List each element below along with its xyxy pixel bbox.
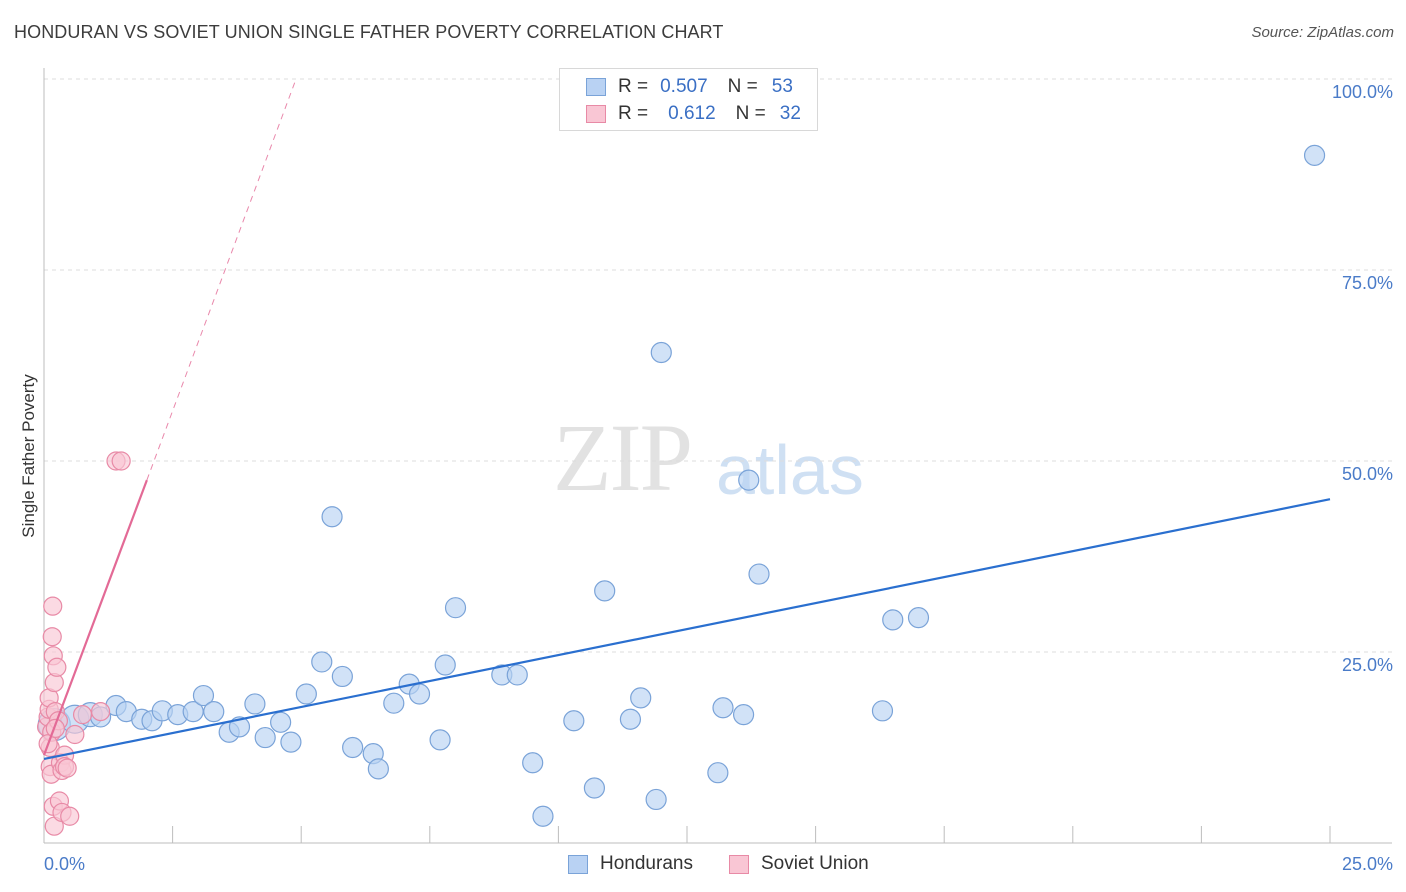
honduran-point <box>244 693 266 715</box>
honduran-point <box>342 736 364 759</box>
legend-n-value: 32 <box>779 103 801 124</box>
honduran-point <box>429 729 451 751</box>
legend-n-value: 53 <box>771 76 793 97</box>
legend-r-value: 0.612 <box>668 103 716 124</box>
y-axis-label: Single Father Poverty <box>19 374 38 538</box>
legend-n-label: N = <box>735 103 766 124</box>
bottom-legend-hondurans: Hondurans <box>568 852 693 876</box>
soviet-union-point <box>45 718 65 739</box>
correlation-legend: R = 0.507 N = 53 R = 0.612 N = 32 <box>559 68 818 131</box>
soviet-union-swatch <box>586 105 606 123</box>
honduran-point <box>270 711 292 733</box>
honduran-point <box>280 731 302 753</box>
bottom-legend-soviet-union: Soviet Union <box>729 852 869 876</box>
honduran-point <box>650 341 672 364</box>
honduran-point <box>321 506 343 528</box>
honduran-point <box>383 692 405 714</box>
honduran-point <box>444 597 467 619</box>
honduran-point <box>619 708 642 730</box>
honduran-point <box>254 726 276 749</box>
source-label: Source: ZipAtlas.com <box>1251 24 1394 41</box>
soviet-union-point <box>72 705 93 725</box>
hondurans-legend-label: Hondurans <box>600 853 693 874</box>
soviet-union-point <box>42 627 62 647</box>
soviet-union-point <box>47 657 67 677</box>
legend-r-value: 0.507 <box>660 76 708 97</box>
watermark-zip: ZIP <box>553 404 693 511</box>
honduran-point <box>311 651 333 673</box>
honduran-point <box>563 710 585 732</box>
honduran-point <box>583 777 606 799</box>
chart-title: HONDURAN VS SOVIET UNION SINGLE FATHER P… <box>14 22 724 42</box>
honduran-point <box>882 609 904 631</box>
legend-r-label: R = <box>618 103 649 124</box>
honduran-point <box>228 716 251 738</box>
honduran-point <box>712 697 734 719</box>
honduran-point <box>738 469 760 491</box>
honduran-point <box>506 664 528 686</box>
honduran-point <box>630 687 652 709</box>
honduran-point <box>594 580 616 602</box>
honduran-point <box>532 805 554 827</box>
watermark-atlas: atlas <box>716 431 864 509</box>
soviet-union-trend-line <box>42 479 148 756</box>
legend-row-hondurans: R = 0.507 N = 53 <box>586 75 793 99</box>
soviet-union-point <box>65 724 85 745</box>
legend-r-label: R = <box>618 76 649 97</box>
legend-n-label: N = <box>727 76 758 97</box>
honduran-point <box>871 700 894 722</box>
legend-row-soviet-union: R = 0.612 N = 32 <box>586 102 801 126</box>
honduran-point <box>408 683 431 705</box>
x-tick-label-min: 0.0% <box>44 854 85 874</box>
soviet-union-trend-extension <box>146 78 297 481</box>
y-tick-label: 25.0% <box>1342 655 1393 675</box>
honduran-point <box>707 762 729 784</box>
soviet-union-point <box>43 596 63 616</box>
honduran-point <box>522 752 544 774</box>
y-tick-label: 50.0% <box>1342 464 1393 484</box>
honduran-point <box>192 684 215 707</box>
honduran-point <box>732 704 755 726</box>
x-tick-label-max: 25.0% <box>1342 854 1393 874</box>
y-tick-label: 75.0% <box>1342 273 1393 293</box>
honduran-point <box>434 654 456 676</box>
soviet-union-point <box>57 758 77 778</box>
honduran-point <box>907 607 930 629</box>
honduran-point <box>295 683 317 705</box>
honduran-point <box>1303 144 1326 166</box>
hondurans-legend-swatch <box>568 854 588 874</box>
honduran-point <box>645 788 667 811</box>
hondurans-swatch <box>586 78 606 96</box>
soviet-union-point <box>90 701 111 722</box>
y-tick-label: 100.0% <box>1332 82 1393 102</box>
honduran-point <box>203 700 225 723</box>
honduran-point <box>748 563 770 585</box>
soviet-union-legend-label: Soviet Union <box>761 853 869 874</box>
honduran-point <box>331 665 353 688</box>
honduran-point <box>367 758 389 780</box>
soviet-union-legend-swatch <box>729 854 749 874</box>
soviet-union-point <box>111 451 131 471</box>
hondurans-trend-line <box>43 498 1331 761</box>
soviet-union-point <box>60 806 80 826</box>
